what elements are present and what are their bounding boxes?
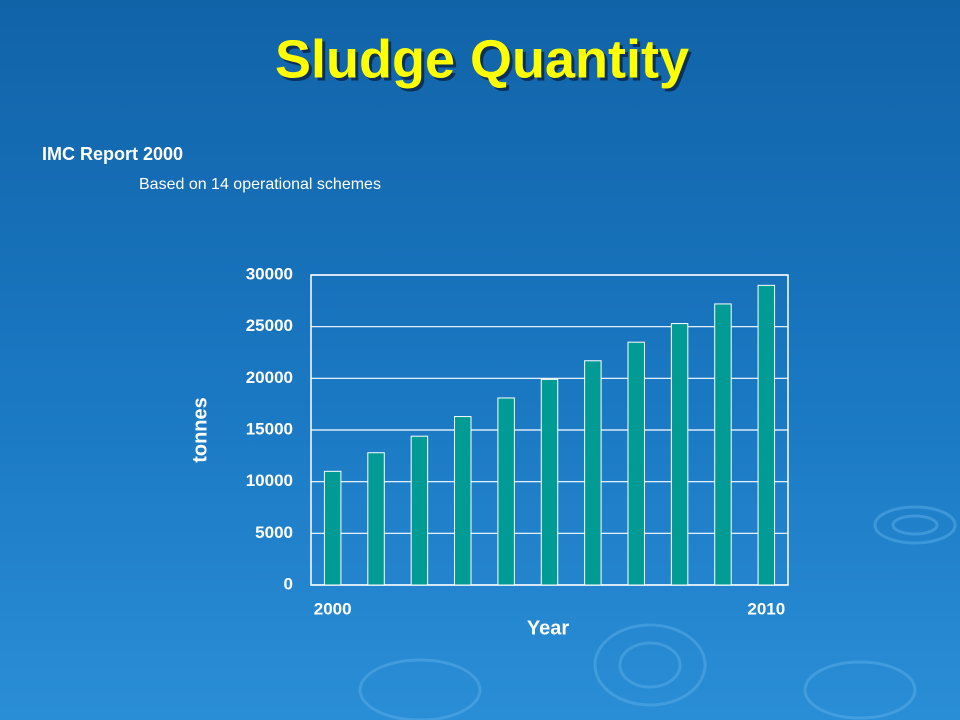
bar: [410, 435, 429, 586]
bar: [670, 323, 689, 586]
y-tick-label: 5000: [255, 523, 293, 542]
bar: [497, 397, 515, 586]
bar: [323, 470, 342, 586]
bar: [367, 452, 385, 586]
subheading: Based on 14 operational schemes: [139, 176, 381, 193]
x-tick-label: 2000: [314, 599, 352, 618]
y-tick-label: 30000: [246, 264, 293, 283]
y-tick-label: 0: [284, 574, 293, 593]
bar: [627, 341, 645, 586]
y-tick-label: 10000: [246, 471, 293, 490]
heading: IMC Report 2000: [42, 144, 183, 164]
bar: [454, 416, 472, 586]
x-tick-label: 2010: [747, 599, 785, 618]
bar: [757, 284, 776, 586]
title-shadow: Sludge Quantity: [278, 32, 692, 92]
y-axis-title: tonnes: [189, 397, 211, 463]
slide-title: Sludge Quantity: [275, 29, 689, 89]
bar: [714, 303, 732, 586]
x-axis-title: Year: [527, 617, 569, 639]
y-tick-label: 15000: [246, 419, 293, 438]
y-tick-label: 25000: [246, 316, 293, 335]
bar: [540, 378, 559, 586]
decoration: [358, 505, 957, 720]
bar: [584, 360, 602, 586]
y-tick-label: 20000: [246, 368, 293, 387]
